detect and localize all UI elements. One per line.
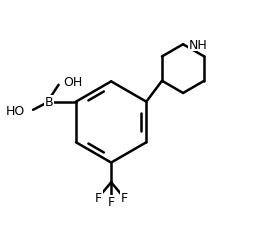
Text: F: F — [95, 191, 102, 204]
Text: OH: OH — [63, 76, 83, 89]
Text: NH: NH — [189, 39, 208, 52]
Text: F: F — [108, 196, 115, 209]
Text: HO: HO — [6, 105, 25, 118]
Text: F: F — [120, 191, 127, 204]
Text: B: B — [45, 96, 54, 109]
